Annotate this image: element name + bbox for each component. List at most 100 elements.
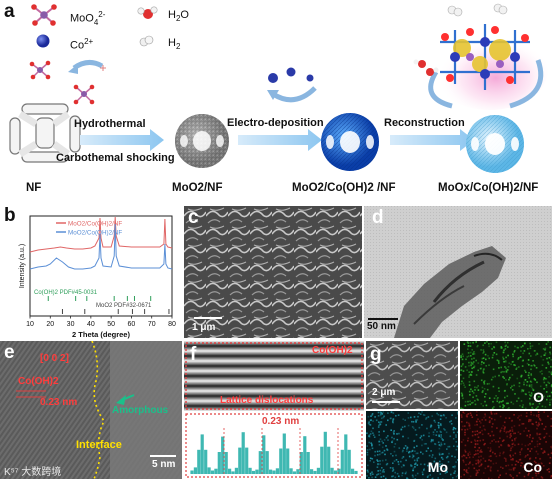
eds-pixel bbox=[461, 395, 464, 397]
eds-pixel bbox=[477, 362, 480, 364]
eds-pixel bbox=[392, 431, 395, 433]
eds-pixel bbox=[465, 469, 468, 471]
eds-pixel bbox=[543, 395, 545, 398]
eds-pixel bbox=[530, 374, 533, 377]
eds-pixel bbox=[423, 467, 425, 470]
eds-pixel bbox=[491, 407, 494, 409]
profile-bar bbox=[231, 471, 235, 474]
eds-pixel bbox=[469, 345, 472, 347]
profile-bar bbox=[313, 470, 317, 474]
eds-pixel bbox=[539, 438, 542, 440]
eds-pixel bbox=[511, 446, 514, 448]
eds-pixel bbox=[446, 455, 449, 458]
eds-pixel bbox=[550, 475, 552, 477]
eds-pixel bbox=[535, 461, 537, 464]
eds-pixel bbox=[519, 356, 522, 358]
eds-pixel bbox=[465, 415, 468, 417]
eds-pixel bbox=[434, 457, 437, 460]
eds-pixel bbox=[476, 398, 479, 400]
eds-pixel bbox=[416, 445, 418, 447]
eds-pixel bbox=[543, 450, 546, 452]
eds-pixel bbox=[491, 356, 494, 359]
phase-label-f: Co(OH)2 bbox=[312, 345, 353, 356]
step-label-electrodeposition: Electro-deposition bbox=[227, 117, 324, 129]
molybdate-icon bbox=[31, 4, 57, 26]
eds-pixel bbox=[439, 465, 441, 468]
eds-pixel bbox=[535, 408, 537, 409]
eds-pixel bbox=[493, 397, 496, 400]
eds-pixel bbox=[485, 404, 488, 407]
eds-pixel bbox=[541, 373, 543, 375]
lattice-image-f: f Co(OH)2 Lattice dislocations bbox=[184, 341, 364, 411]
eds-pixel bbox=[545, 441, 547, 443]
eds-pixel bbox=[523, 430, 525, 432]
eds-pixel bbox=[460, 365, 463, 368]
watermark-text: K⁵⁷ 大数跨境 bbox=[4, 467, 62, 478]
eds-pixel bbox=[447, 461, 450, 463]
eds-pixel bbox=[511, 439, 514, 442]
eds-pixel bbox=[544, 435, 547, 438]
eds-pixel bbox=[398, 447, 401, 449]
eds-pixel bbox=[505, 460, 507, 462]
eds-pixel bbox=[437, 422, 440, 424]
eds-pixel bbox=[379, 453, 381, 456]
eds-pixel bbox=[512, 442, 515, 445]
eds-pixel bbox=[506, 369, 509, 371]
eds-pixel bbox=[550, 371, 552, 373]
eds-pixel bbox=[432, 439, 434, 441]
eds-pixel bbox=[385, 463, 388, 466]
eds-pixel bbox=[550, 446, 552, 448]
eds-pixel bbox=[469, 403, 471, 406]
eds-pixel bbox=[523, 342, 526, 345]
eds-pixel bbox=[532, 403, 534, 405]
eds-pixel bbox=[467, 422, 470, 424]
eds-pixel bbox=[441, 453, 443, 456]
profile-bar bbox=[210, 470, 215, 474]
eds-pixel bbox=[427, 475, 430, 477]
eds-pixel bbox=[372, 432, 374, 434]
eds-pixel bbox=[414, 429, 417, 431]
eds-pixel bbox=[495, 341, 498, 344]
eds-pixel bbox=[524, 379, 527, 381]
eds-pixel bbox=[471, 390, 474, 393]
eds-pixel bbox=[538, 414, 540, 416]
material-label-moox-coh-nf: MoOx/Co(OH)2/NF bbox=[438, 182, 539, 194]
eds-pixel bbox=[440, 424, 442, 427]
spacing-label-e: 0.23 nm bbox=[40, 397, 78, 408]
eds-pixel bbox=[543, 354, 546, 356]
eds-pixel bbox=[463, 412, 466, 414]
eds-pixel bbox=[428, 454, 431, 457]
eds-pixel bbox=[517, 357, 520, 359]
eds-pixel bbox=[417, 457, 420, 459]
eds-pixel bbox=[442, 414, 445, 416]
eds-pixel bbox=[543, 428, 546, 430]
eds-pixel bbox=[513, 350, 516, 352]
eds-pixel bbox=[524, 444, 527, 447]
eds-pixel bbox=[400, 466, 403, 468]
eds-pixel bbox=[438, 434, 440, 437]
eds-pixel bbox=[434, 443, 437, 446]
eds-pixel bbox=[367, 422, 370, 424]
nickel-foam-structure bbox=[9, 103, 81, 163]
eds-pixel bbox=[450, 473, 452, 476]
eds-pixel bbox=[385, 445, 387, 447]
eds-pixel bbox=[547, 363, 550, 365]
eds-pixel bbox=[504, 426, 506, 428]
eds-pixel bbox=[505, 458, 507, 460]
eds-pixel bbox=[545, 367, 548, 369]
eds-pixel bbox=[474, 403, 477, 406]
profile-bar bbox=[200, 434, 204, 474]
eds-pixel bbox=[538, 402, 541, 405]
eds-pixel bbox=[538, 443, 541, 445]
eds-pixel bbox=[468, 365, 470, 367]
eds-pixel bbox=[374, 476, 377, 478]
eds-pixel bbox=[445, 431, 448, 434]
eds-pixel bbox=[432, 433, 435, 436]
step-label-reconstruction: Reconstruction bbox=[384, 117, 465, 129]
eds-pixel bbox=[488, 416, 491, 419]
y-axis-label: Intensity (a.u.) bbox=[19, 244, 26, 288]
eds-pixel bbox=[366, 454, 369, 456]
eds-pixel bbox=[366, 451, 369, 454]
eds-pixel bbox=[382, 411, 385, 413]
eds-pixel bbox=[453, 445, 455, 447]
